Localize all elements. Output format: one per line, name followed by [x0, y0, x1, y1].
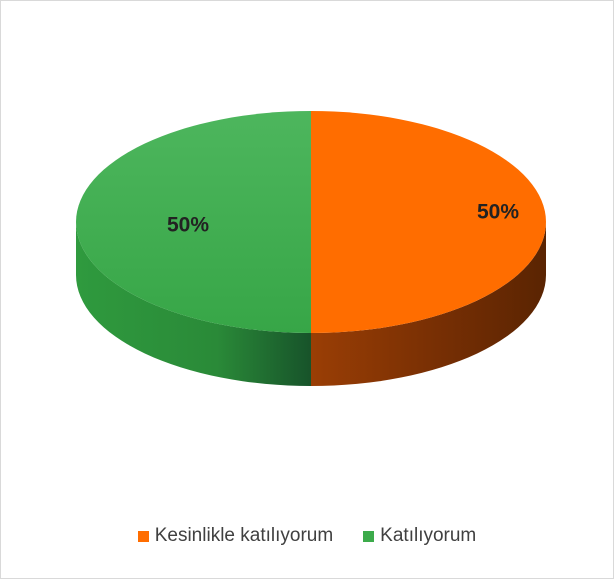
legend-item-katiliyorum: Katılıyorum: [363, 525, 476, 547]
legend-item-kesinlikle: Kesinlikle katılıyorum: [137, 525, 334, 547]
pie-slice-0: [311, 111, 546, 333]
pie-side-1: [76, 222, 311, 386]
legend: Kesinlikle katılıyorum Katılıyorum: [0, 525, 614, 547]
legend-label: Kesinlikle katılıyorum: [154, 525, 334, 546]
pie-slice-1: [76, 111, 311, 333]
legend-swatch-orange: [137, 530, 149, 542]
data-label-1: 50%: [167, 214, 209, 237]
pie-side-0: [311, 222, 546, 386]
legend-label: Katılıyorum: [380, 525, 477, 546]
data-label-0: 50%: [477, 201, 519, 224]
legend-swatch-green: [363, 530, 375, 542]
